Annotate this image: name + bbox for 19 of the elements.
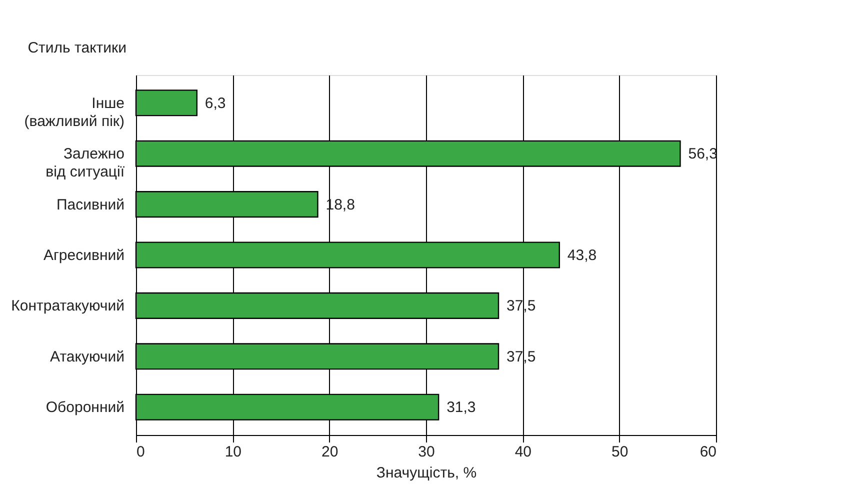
x-tick-label: 40	[514, 444, 532, 460]
y-axis-title: Стиль тактики	[28, 40, 126, 56]
y-tick-label: Агресивний	[43, 247, 124, 264]
y-tick-label: Контратакуючий	[11, 298, 124, 315]
x-tick-label: 30	[418, 444, 435, 460]
y-tick-label: Оборонний	[46, 399, 124, 416]
data-label: 43,8	[567, 247, 597, 264]
y-tick-label: Інше (важливий пік)	[24, 94, 124, 130]
x-axis-title: Значущість, %	[376, 464, 477, 482]
x-tick-label: 0	[136, 444, 145, 460]
x-tick-label: 50	[611, 444, 628, 460]
y-tick-label: Пасивний	[56, 196, 124, 214]
x-tick-label: 20	[321, 444, 338, 460]
x-tick-label: 10	[224, 444, 242, 460]
data-label: 31,3	[446, 399, 476, 416]
x-tick-label: 60	[700, 444, 716, 460]
y-tick-label: Атакуючий	[50, 348, 124, 366]
y-tick-label: Залежно від ситуації	[46, 146, 126, 181]
data-label: 6,3	[204, 94, 226, 112]
